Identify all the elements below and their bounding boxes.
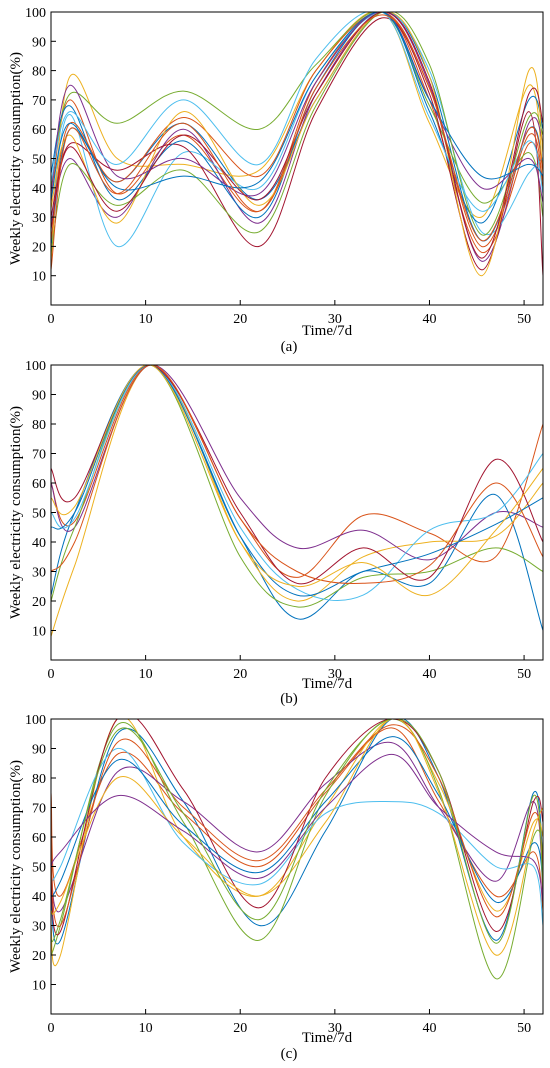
y-tick-label: 30: [32, 566, 46, 581]
series-line: [51, 17, 543, 276]
y-tick-label: 80: [32, 65, 46, 80]
x-tick-label: 30: [328, 312, 342, 327]
series-group: [51, 719, 543, 980]
series-line: [51, 365, 543, 631]
y-tick-label: 100: [25, 713, 46, 728]
y-tick-label: 10: [32, 979, 46, 994]
series-line: [51, 12, 543, 253]
y-tick-label: 80: [32, 772, 46, 787]
series-line: [51, 719, 543, 945]
y-tick-label: 50: [32, 153, 46, 168]
y-tick-label: 60: [32, 831, 46, 846]
series-line: [51, 12, 543, 218]
series-line: [51, 365, 543, 597]
axes-frame: [50, 364, 544, 661]
series-line: [51, 12, 543, 212]
y-tick-label: 40: [32, 536, 46, 551]
y-tick-label: 50: [32, 861, 46, 876]
y-tick-label: 70: [32, 94, 46, 109]
series-line: [51, 14, 543, 270]
y-tick-label: 60: [32, 477, 46, 492]
y-tick-label: 20: [32, 240, 46, 255]
y-tick-label: 70: [32, 802, 46, 817]
panel-caption: (a): [281, 339, 298, 355]
series-line: [51, 719, 543, 966]
series-line: [51, 724, 543, 928]
series-line: [51, 365, 543, 578]
y-tick-label: 90: [32, 389, 46, 404]
x-tick-label: 30: [328, 1021, 342, 1036]
series-line: [51, 365, 543, 601]
chart-panel-b: 10 20 30 40 50 60 70 80 90 100 0 10 20 30 40 50 Time/7d W…: [8, 359, 544, 707]
series-line: [51, 719, 543, 980]
series-line: [51, 719, 543, 944]
y-tick-label: 60: [32, 123, 46, 138]
y-tick-label: 70: [32, 448, 46, 463]
y-tick-label: 30: [32, 211, 46, 226]
y-tick-label: 40: [32, 890, 46, 905]
x-tick-label: 40: [422, 1021, 436, 1036]
series-line: [51, 365, 543, 585]
series-group: [51, 365, 543, 637]
series-line: [51, 12, 543, 247]
y-tick-label: 80: [32, 418, 46, 433]
x-tick-label: 0: [48, 667, 55, 682]
series-line: [51, 753, 543, 903]
x-tick-label: 40: [422, 312, 436, 327]
x-axis-label: Time/7d: [302, 1030, 353, 1046]
y-tick-label: 100: [25, 6, 46, 21]
y-axis-label: Weekly electricity consumption(%): [8, 760, 24, 973]
panel-caption: (c): [281, 1046, 298, 1062]
series-line: [51, 719, 543, 936]
y-tick-label: 90: [32, 35, 46, 50]
x-tick-label: 20: [233, 1021, 247, 1036]
panel-caption: (b): [280, 691, 298, 707]
series-line: [51, 365, 543, 597]
x-tick-label: 10: [139, 312, 153, 327]
x-tick-label: 50: [517, 1021, 531, 1036]
series-line: [51, 719, 543, 956]
x-tick-label: 20: [233, 667, 247, 682]
y-tick-label: 10: [32, 625, 46, 640]
x-tick-label: 30: [328, 667, 342, 682]
y-axis-label: Weekly electricity consumption(%): [8, 406, 24, 619]
x-tick-label: 20: [233, 312, 247, 327]
x-axis-label: Time/7d: [302, 323, 353, 339]
y-tick-label: 20: [32, 595, 46, 610]
series-group: [51, 12, 543, 277]
y-tick-label: 100: [25, 359, 46, 374]
series-line: [51, 736, 543, 903]
y-tick-label: 50: [32, 507, 46, 522]
x-tick-label: 50: [517, 312, 531, 327]
x-axis-label: Time/7d: [302, 676, 353, 692]
series-line: [51, 747, 543, 926]
series-line: [51, 12, 543, 203]
series-line: [51, 12, 543, 259]
y-tick-label: 90: [32, 743, 46, 758]
x-tick-label: 0: [48, 312, 55, 327]
series-line: [51, 727, 543, 911]
chart-panel-c: 10 20 30 40 50 60 70 80 90 100 0 10 20 30 40 50 Time/7d W…: [8, 713, 544, 1062]
axes-frame: [50, 11, 544, 306]
y-tick-label: 10: [32, 270, 46, 285]
series-line: [51, 365, 543, 637]
series-line: [51, 365, 543, 585]
y-axis-label: Weekly electricity consumption(%): [8, 52, 24, 265]
chart-panel-a: 10 20 30 40 50 60 70 80 90 100 0 10 20 30 40 50 Time/7d W…: [8, 6, 544, 355]
x-tick-label: 10: [139, 667, 153, 682]
series-line: [51, 12, 543, 224]
x-tick-label: 0: [48, 1021, 55, 1036]
x-tick-label: 50: [517, 667, 531, 682]
y-tick-label: 20: [32, 949, 46, 964]
series-line: [51, 12, 543, 200]
y-tick-label: 30: [32, 920, 46, 935]
y-tick-label: 40: [32, 182, 46, 197]
x-tick-label: 10: [139, 1021, 153, 1036]
x-tick-label: 40: [422, 667, 436, 682]
series-line: [51, 741, 543, 913]
